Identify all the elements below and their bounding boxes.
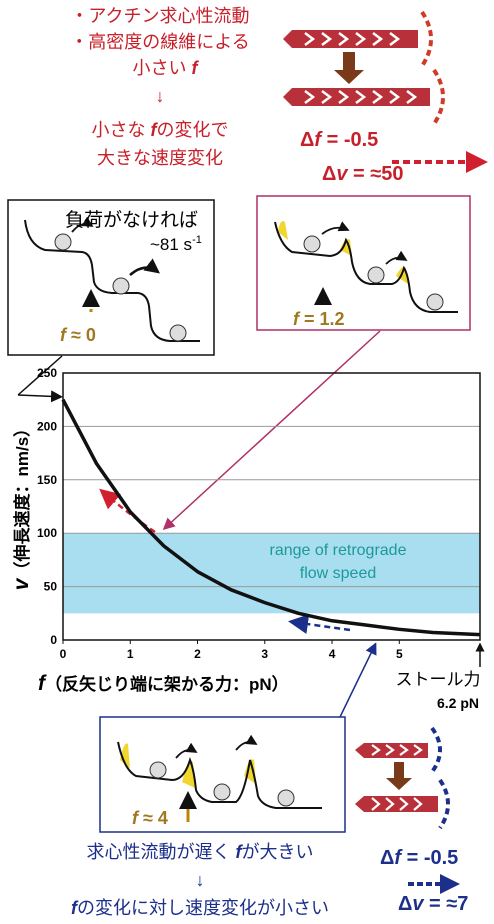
note-line: ・アクチン求心性流動 xyxy=(70,6,249,26)
delta-f: Δf = -0.5 xyxy=(300,129,378,151)
note-arrow: ↓ xyxy=(156,86,165,106)
bottom-note: 求心性流動が遅く fが大きい ↓ fの変化に対し速度変化が小さい xyxy=(71,842,329,918)
y-tick-label: 0 xyxy=(50,633,57,647)
x-axis-text: （反矢じり端に架かる力：pN） xyxy=(45,674,289,694)
note-line: fの変化に対し速度変化が小さい xyxy=(71,898,329,918)
note-line: 求心性流動が遅く fが大きい xyxy=(86,842,313,862)
y-tick-label: 200 xyxy=(37,419,57,433)
x-axis-label: f（反矢じり端に架かる力：pN） xyxy=(38,672,289,695)
note-arrow: ↓ xyxy=(196,870,205,890)
y-axis-text: （伸長速度：nm/s） xyxy=(12,420,32,579)
y-tick-label: 150 xyxy=(37,473,57,487)
y-tick-label: 50 xyxy=(44,580,58,594)
band-label: flow speed xyxy=(300,565,377,582)
note-line: 小さい f xyxy=(132,58,199,78)
dv-arrowhead xyxy=(466,151,488,173)
landscape-box: f = 1.2 xyxy=(257,196,470,330)
stall-label: ストール力 xyxy=(396,670,481,689)
note-line: ・高密度の線維による xyxy=(70,32,249,52)
stall-value: 6.2 pN xyxy=(437,695,479,711)
filament-bottom xyxy=(355,728,448,828)
x-tick-label: 4 xyxy=(329,647,336,661)
connector-arrow xyxy=(18,395,60,397)
y-tick-label: 250 xyxy=(37,366,57,380)
band-label: range of retrograde xyxy=(270,542,407,559)
box-text: 負荷がなければ xyxy=(65,209,198,231)
connector xyxy=(340,645,375,717)
box-f: f ≈ 0 xyxy=(60,325,96,345)
x-tick-label: 3 xyxy=(261,647,268,661)
x-tick-label: 2 xyxy=(194,647,201,661)
delta-v: Δv = ≈7 xyxy=(398,893,468,915)
dv-arrowhead xyxy=(440,874,460,894)
x-tick-label: 5 xyxy=(396,647,403,661)
x-tick-label: 1 xyxy=(127,647,134,661)
figure: ・アクチン求心性流動 ・高密度の線維による 小さい f ↓ 小さな fの変化で … xyxy=(0,0,494,924)
landscape-box: 負荷がなければ ~81 s-1 f ≈ 0 xyxy=(8,200,214,355)
filament-top xyxy=(283,12,443,124)
x-tick-label: 0 xyxy=(60,647,67,661)
note-line: 小さな fの変化で xyxy=(91,120,228,140)
delta-v: Δv = ≈50 xyxy=(322,163,404,185)
box-f: f = 1.2 xyxy=(293,309,345,329)
delta-f: Δf = -0.5 xyxy=(380,847,458,869)
note-line: 大きな速度変化 xyxy=(97,148,223,168)
y-tick-label: 100 xyxy=(37,526,57,540)
y-axis-label: v（伸長速度：nm/s） xyxy=(10,420,33,590)
connector xyxy=(165,331,380,528)
top-note: ・アクチン求心性流動 ・高密度の線維による 小さい f ↓ 小さな fの変化で … xyxy=(70,6,249,168)
box-f: f ≈ 4 xyxy=(132,808,168,828)
landscape-box: f ≈ 4 xyxy=(100,717,345,832)
